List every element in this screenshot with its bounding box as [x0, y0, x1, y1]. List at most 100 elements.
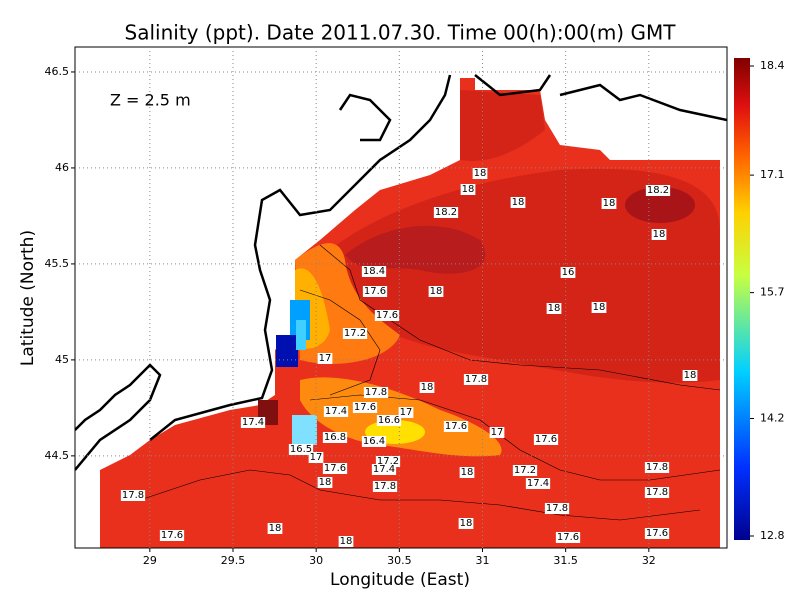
contour-label: 17.2 — [377, 456, 399, 467]
contour-label: 17.8 — [365, 387, 387, 398]
y-tick-label: 46.5 — [45, 65, 70, 78]
contour-label: 18 — [461, 467, 474, 478]
contour-label: 18 — [603, 198, 616, 209]
contour-label: 16 — [562, 267, 575, 278]
contour-label: 17.8 — [646, 487, 668, 498]
contour-label-box — [352, 402, 378, 413]
contour-label: 18 — [421, 382, 434, 393]
contour-label: 18.4 — [363, 266, 385, 277]
contour-label-box — [644, 487, 670, 498]
contour-label-box — [544, 503, 570, 514]
contour-label: 18.2 — [647, 185, 669, 196]
colorbar-tick-label: 14.2 — [760, 412, 785, 425]
contour-label-box — [240, 417, 266, 428]
contour-label: 17.6 — [646, 528, 668, 539]
y-tick-label: 45 — [55, 353, 69, 366]
contour-label: 17.8 — [122, 490, 144, 501]
contour-label: 18 — [340, 536, 353, 547]
contour-label: 17 — [310, 452, 323, 463]
contour-label: 17.2 — [514, 465, 536, 476]
contour-label-box — [375, 456, 401, 467]
contour-label-box — [428, 286, 444, 297]
contour-label-box — [510, 197, 526, 208]
contour-label-box — [555, 532, 581, 543]
contour-label: 17 — [400, 407, 413, 418]
colorbar — [734, 58, 750, 540]
contour-label-box — [546, 303, 562, 314]
contour-label: 16.6 — [378, 415, 400, 426]
contour-label: 17.6 — [161, 530, 183, 541]
contour-label: 18 — [512, 197, 525, 208]
contour-label: 17.8 — [546, 503, 568, 514]
contour-label: 18.2 — [435, 207, 457, 218]
contour-label: 18 — [474, 168, 487, 179]
contour-label-box — [120, 490, 146, 501]
contour-label-box — [267, 523, 283, 534]
contour-label: 17.6 — [535, 434, 557, 445]
contour-label-box — [342, 328, 368, 339]
contour-label-box — [645, 185, 671, 196]
x-axis-label: Longitude (East) — [330, 570, 470, 590]
contour-label: 17.6 — [324, 463, 346, 474]
contour-label-box — [433, 207, 459, 218]
colorbar-tick-label: 12.8 — [760, 529, 785, 542]
contour-label: 18 — [653, 229, 666, 240]
contour-label: 17.4 — [527, 478, 549, 489]
contour-label: 17.2 — [344, 328, 366, 339]
x-tick-label: 30 — [309, 554, 323, 567]
contour-label-box — [371, 464, 397, 475]
contour-label-box — [362, 286, 388, 297]
contour-label-box — [560, 267, 576, 278]
contour-label-box — [323, 406, 349, 417]
contour-label-box — [361, 436, 387, 447]
contour-label: 18 — [460, 518, 473, 529]
plot-frame — [74, 46, 728, 549]
contour-label: 17.6 — [557, 532, 579, 543]
x-tick-label: 29 — [143, 554, 157, 567]
contour-label-box — [601, 198, 617, 209]
contour-label: 18 — [269, 523, 282, 534]
contour-label-box — [533, 434, 559, 445]
contour-label-box — [308, 452, 324, 463]
contour-label-box — [512, 465, 538, 476]
contour-label: 16.5 — [290, 444, 312, 455]
contour-label-box — [374, 310, 400, 321]
y-tick-label: 44.5 — [45, 449, 70, 462]
contour-label-box — [338, 536, 354, 547]
contour-label-box — [363, 387, 389, 398]
contour-label: 18 — [548, 303, 561, 314]
x-tick-label: 31.5 — [553, 554, 578, 567]
contour-label-box — [644, 462, 670, 473]
contour-label-box — [317, 353, 333, 364]
x-tick-label: 30.5 — [387, 554, 412, 567]
colorbar-tick-label: 15.7 — [760, 286, 785, 299]
contour-label: 17.8 — [465, 374, 487, 385]
contour-label-box — [459, 467, 475, 478]
contour-label: 18 — [462, 184, 475, 195]
contour-label-box — [525, 478, 551, 489]
contour-label-box — [682, 370, 698, 381]
contour-label: 17.6 — [364, 286, 386, 297]
contour-label: 17 — [491, 427, 504, 438]
contour-label: 18 — [684, 370, 697, 381]
y-axis-label: Latitude (North) — [18, 230, 38, 366]
contour-label: 16.8 — [324, 432, 346, 443]
contour-label-box — [460, 184, 476, 195]
y-tick-label: 45.5 — [45, 257, 70, 270]
contour-label-box — [443, 421, 469, 432]
contour-label-box — [489, 427, 505, 438]
contour-label-box — [458, 518, 474, 529]
contour-label: 17.6 — [354, 402, 376, 413]
contour-label-box — [651, 229, 667, 240]
contour-label: 18 — [430, 286, 443, 297]
contour-label-box — [288, 444, 314, 455]
x-tick-label: 29.5 — [221, 554, 246, 567]
contour-label: 17.4 — [373, 464, 395, 475]
contour-label-box — [361, 266, 387, 277]
colorbar-tick-label: 18.4 — [760, 59, 785, 72]
x-tick-label: 31 — [476, 554, 490, 567]
contour-label-box — [472, 168, 488, 179]
contour-label: 17.8 — [374, 481, 396, 492]
contour-label-box — [322, 463, 348, 474]
